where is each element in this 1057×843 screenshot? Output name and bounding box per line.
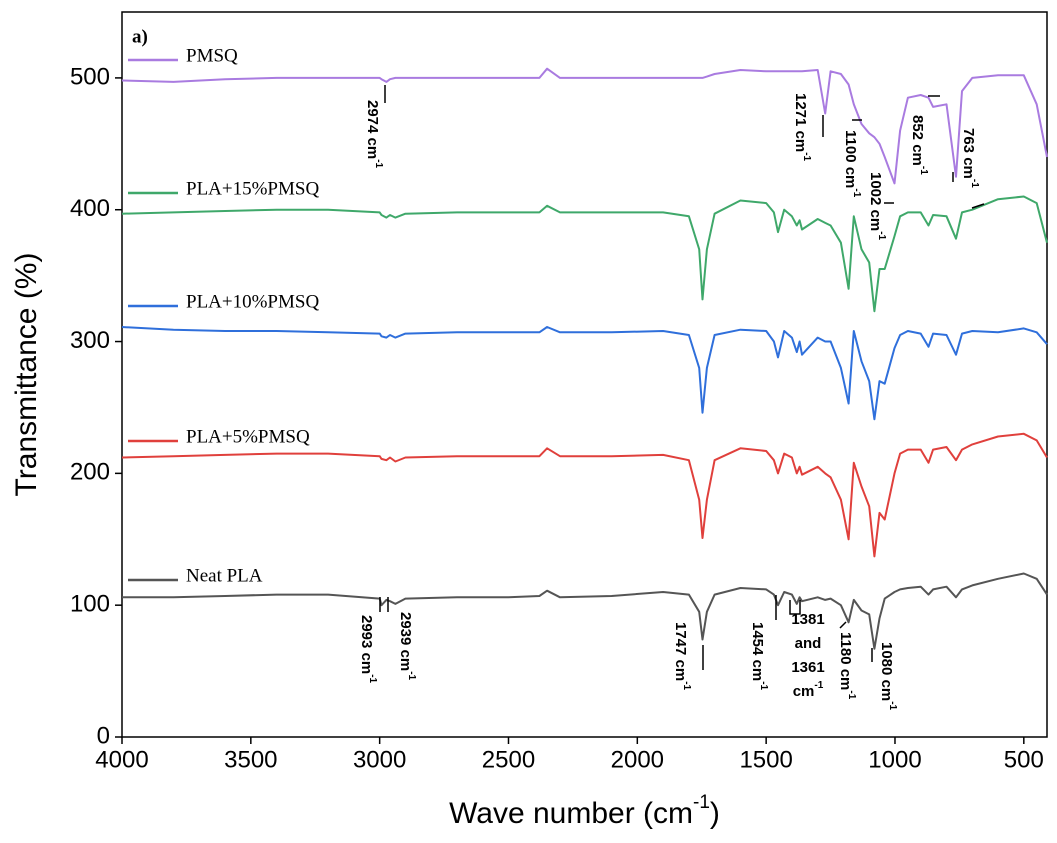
peak-annotation: 1747 cm-1 bbox=[672, 622, 692, 691]
peak-annotation: 1002 cm-1 bbox=[867, 172, 887, 241]
legend-label: PLA+10%PMSQ bbox=[186, 291, 319, 312]
spectrum-line bbox=[121, 432, 1048, 558]
peak-annotation: 1381 bbox=[791, 611, 824, 628]
peak-annotation-text: 763 cm bbox=[960, 128, 977, 179]
peak-annotation-sup: -1 bbox=[846, 690, 857, 699]
x-tick-label: 3500 bbox=[224, 746, 277, 773]
peak-annotation-text: 2939 cm bbox=[397, 612, 414, 671]
legend-label: PLA+15%PMSQ bbox=[186, 178, 319, 199]
peak-annotation-sup: -1 bbox=[851, 188, 862, 197]
peak-annotation-sup: -1 bbox=[918, 166, 929, 175]
peak-annotation-text: and bbox=[795, 635, 822, 652]
peak-annotation: 2974 cm-1 bbox=[364, 100, 384, 169]
peak-annotation: 2939 cm-1 bbox=[397, 612, 417, 681]
peak-annotation: 1080 cm-1 bbox=[878, 642, 898, 711]
x-tick-label: 2500 bbox=[482, 746, 535, 773]
y-tick-label: 0 bbox=[97, 722, 110, 749]
peak-annotation: 1271 cm-1 bbox=[792, 93, 812, 162]
peak-annotation-sup: -1 bbox=[887, 701, 898, 710]
y-tick-label: 400 bbox=[70, 195, 110, 222]
plot-frame bbox=[121, 11, 1048, 738]
x-axis-label-text: Wave number (cm bbox=[449, 797, 693, 830]
peak-annotation-sup: -1 bbox=[681, 681, 692, 690]
peak-annotation: cm-1 bbox=[793, 680, 824, 700]
spectrum-line bbox=[122, 572, 1048, 650]
legend-label: PMSQ bbox=[186, 45, 238, 66]
peak-annotation-sup: -1 bbox=[367, 674, 378, 683]
peak-annotation: 1180 cm-1 bbox=[837, 632, 857, 700]
peak-annotation-sup: -1 bbox=[814, 680, 823, 691]
x-tick-label: 1500 bbox=[739, 746, 792, 773]
peak-marker bbox=[839, 621, 847, 629]
x-tick-label: 4000 bbox=[95, 746, 148, 773]
x-axis-label: Wave number (cm-1) bbox=[449, 792, 720, 830]
x-tick-label: 2000 bbox=[611, 746, 664, 773]
legend-label: PLA+5%PMSQ bbox=[186, 426, 310, 447]
legend-label: Neat PLA bbox=[186, 565, 263, 586]
x-tick-label: 500 bbox=[1004, 746, 1044, 773]
y-tick-label: 100 bbox=[70, 591, 110, 618]
peak-annotation-sup: -1 bbox=[406, 671, 417, 680]
peak-annotation-text: 2974 cm bbox=[364, 100, 381, 159]
peak-annotation: 1100 cm-1 bbox=[842, 130, 862, 198]
y-tick-label: 500 bbox=[70, 63, 110, 90]
peak-annotation-text: 1361 bbox=[791, 659, 824, 676]
peak-annotation: 1361 bbox=[791, 659, 824, 676]
peak-annotation: 1454 cm-1 bbox=[749, 622, 769, 691]
peak-annotation-text: 1002 cm bbox=[867, 172, 884, 231]
peak-annotation-text: 1100 cm bbox=[842, 130, 859, 188]
y-axis-label: Transmittance (%) bbox=[10, 253, 43, 497]
peak-annotation-text: 1747 cm bbox=[672, 622, 689, 681]
peak-annotation-text: 1271 cm bbox=[792, 93, 809, 152]
peak-annotation: and bbox=[795, 635, 822, 652]
peak-annotation-sup: -1 bbox=[969, 179, 980, 188]
peak-annotation: 763 cm-1 bbox=[960, 128, 980, 188]
x-axis-label-tail: ) bbox=[710, 797, 720, 830]
peak-annotation-sup: -1 bbox=[801, 152, 812, 161]
peak-bracket bbox=[789, 600, 801, 615]
x-axis-label-sup: -1 bbox=[693, 792, 710, 813]
peak-annotation-text: 2993 cm bbox=[358, 615, 375, 674]
peak-annotation-text: 852 cm bbox=[909, 115, 926, 166]
peak-annotation: 2993 cm-1 bbox=[358, 615, 378, 684]
peak-annotation-text: cm bbox=[793, 683, 815, 700]
peak-annotation-sup: -1 bbox=[758, 681, 769, 690]
spectrum-line bbox=[121, 195, 1048, 313]
peak-annotation-text: 1381 bbox=[791, 611, 824, 628]
spectrum-line bbox=[121, 67, 1048, 185]
panel-label: a) bbox=[132, 26, 148, 47]
peak-annotation-text: 1454 cm bbox=[749, 622, 766, 681]
peak-annotation-text: 1180 cm bbox=[837, 632, 854, 690]
y-tick-label: 300 bbox=[70, 327, 110, 354]
x-tick-label: 1000 bbox=[868, 746, 921, 773]
peak-annotation-text: 1080 cm bbox=[878, 642, 895, 701]
peak-annotation-sup: -1 bbox=[876, 231, 887, 240]
y-tick-label: 200 bbox=[70, 459, 110, 486]
x-tick-label: 3000 bbox=[353, 746, 406, 773]
peak-marker bbox=[971, 203, 985, 209]
spectrum-line bbox=[121, 326, 1048, 421]
peak-annotation-sup: -1 bbox=[373, 159, 384, 168]
peak-annotation: 852 cm-1 bbox=[909, 115, 929, 175]
